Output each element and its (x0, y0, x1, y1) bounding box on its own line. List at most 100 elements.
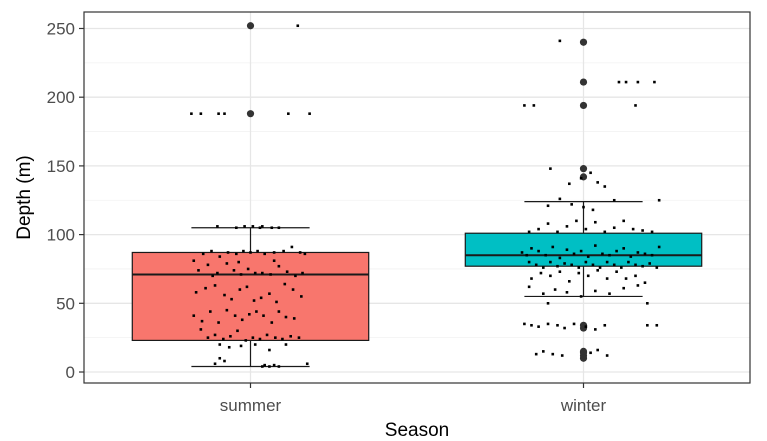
jitter-point (296, 24, 300, 28)
jitter-point (272, 251, 276, 254)
jitter-point (582, 205, 585, 209)
jitter-point (236, 329, 239, 333)
jitter-point (549, 167, 552, 170)
jitter-point (232, 269, 236, 272)
jitter-point (213, 333, 217, 337)
panel-border (83, 11, 751, 384)
jitter-point (605, 277, 609, 280)
jitter-point (596, 269, 599, 272)
jitter-point (269, 273, 272, 276)
boxplot-boxes (131, 22, 703, 368)
jitter-point (530, 277, 533, 280)
jitter-point (523, 322, 526, 326)
y-tick-label: 50 (56, 294, 75, 313)
jitter-point (558, 197, 562, 201)
jitter-point (291, 288, 295, 291)
jitter-point (218, 343, 222, 346)
outlier-point (579, 165, 588, 173)
jitter-point (201, 252, 205, 256)
box-winter (464, 38, 703, 362)
box-summer (131, 22, 370, 368)
jitter-point (287, 112, 290, 115)
jitter-point (223, 293, 226, 297)
jitter-point (305, 362, 309, 366)
jitter-point (252, 299, 256, 302)
jitter-point (584, 325, 588, 328)
jitter-point (277, 226, 281, 230)
jitter-point (584, 227, 588, 231)
jitter-point (258, 226, 262, 230)
jitter-point (624, 277, 628, 280)
jitter-point (275, 300, 278, 304)
jitter-point (239, 273, 243, 276)
jitter-point (226, 251, 230, 254)
jitter-point (301, 271, 304, 275)
jitter-point (631, 227, 635, 231)
jitter-point (591, 263, 595, 267)
jitter-point (577, 271, 581, 275)
jitter-point (217, 321, 220, 324)
jitter-point (589, 171, 592, 175)
jitter-point (277, 310, 281, 313)
outlier-point (246, 110, 255, 118)
jitter-point (525, 253, 529, 257)
jitter-point (249, 251, 252, 254)
jitter-point (565, 225, 569, 228)
jitter-point (262, 314, 265, 317)
jitter-point (290, 245, 294, 249)
jitter-point (261, 365, 264, 368)
jitter-point (546, 302, 550, 305)
jitter-point (643, 252, 647, 256)
jitter-point (542, 350, 545, 353)
jitter-point (556, 230, 559, 234)
jitter-point (655, 323, 659, 327)
jitter-point (539, 271, 543, 275)
jitter-point (636, 80, 640, 84)
jitter-point (222, 337, 225, 341)
jitter-point (274, 336, 277, 339)
jitter-point (206, 263, 210, 267)
jitter-point (612, 263, 616, 267)
jitter-point (265, 333, 269, 337)
jitter-point (217, 112, 220, 115)
jitter-point (223, 359, 226, 363)
jitter-point (243, 225, 246, 228)
jitter-point (594, 220, 597, 224)
jitter-point (206, 336, 210, 339)
jitter-point (530, 247, 533, 250)
jitter-point (603, 185, 607, 188)
jitter-point (568, 280, 571, 283)
jitter-point (579, 249, 583, 253)
jitter-point (534, 352, 538, 356)
jitter-point (549, 274, 552, 278)
jitter-point (527, 260, 531, 264)
jitter-point (283, 282, 287, 286)
jitter-point (532, 104, 536, 107)
jitter-point (615, 249, 618, 253)
jitter-point (612, 226, 616, 230)
x-tick-label: summer (220, 396, 282, 415)
jitter-point (586, 255, 590, 258)
jitter-point (218, 356, 222, 360)
box-iqr (131, 251, 370, 342)
jitter-point (308, 112, 311, 115)
jitter-point (284, 343, 288, 346)
jitter-point (657, 198, 661, 202)
jitter-point (620, 266, 623, 269)
jitter-point (563, 326, 566, 330)
jitter-point (255, 310, 258, 313)
jitter-point (556, 264, 559, 268)
jitter-point (289, 334, 292, 338)
jitter-point (211, 274, 214, 278)
jitter-point (253, 343, 257, 346)
jitter-point (225, 262, 229, 265)
jitter-point (629, 255, 633, 258)
jitter-point (268, 365, 271, 368)
jitter-point (268, 348, 271, 352)
jitter-point (594, 289, 597, 293)
jitter-point (200, 319, 204, 323)
jitter-point (608, 292, 611, 295)
jitter-point (256, 249, 259, 253)
jitter-point (199, 328, 203, 331)
jitter-point (558, 270, 562, 273)
